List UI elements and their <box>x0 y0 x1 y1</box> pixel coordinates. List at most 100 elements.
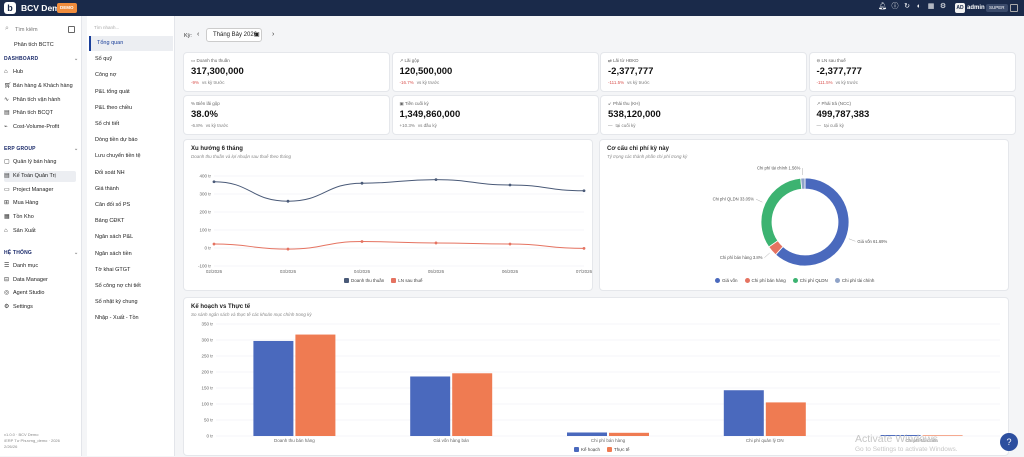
legend-item[interactable]: Doanh thu thuần <box>344 278 384 283</box>
kpi-label: ▭ Doanh thu thuần <box>191 58 230 64</box>
brand-logo-icon[interactable]: b <box>4 2 16 14</box>
kpi-change: —tại cuối kỳ <box>817 123 845 128</box>
sidebar-item-0-3[interactable]: ▤Phân tích BCQT <box>4 108 53 119</box>
legend-item[interactable]: Chi phí tài chính <box>835 278 875 283</box>
sidebar-section-title: DASHBOARD <box>4 56 38 62</box>
kpi-value: 499,787,383 <box>817 109 870 120</box>
bar[interactable] <box>609 433 649 436</box>
data-point <box>287 248 290 251</box>
legend-item[interactable]: Kế hoạch <box>574 447 600 452</box>
kpi-label-text: Lãi gộp <box>405 58 420 63</box>
module-menu-item[interactable]: Sổ chi tiết <box>89 117 173 132</box>
module-menu-item[interactable]: Công nợ <box>89 68 173 83</box>
sidebar-item-2-0[interactable]: ☰Danh mục <box>4 261 38 272</box>
settings-icon[interactable]: ⚙ <box>939 3 947 11</box>
y-tick-label: 100 tr <box>201 402 213 407</box>
sidebar-item-1-3[interactable]: ⊞Mua Hàng <box>4 198 38 209</box>
donut-slice[interactable] <box>801 178 805 189</box>
sidebar-section-1[interactable]: ERP GROUP⌄ <box>4 144 36 154</box>
data-point <box>583 247 586 250</box>
donut-slice[interactable] <box>761 178 802 247</box>
module-menu-item[interactable]: Bảng CĐKT <box>89 214 173 229</box>
module-menu-item[interactable]: Đối soát NH <box>89 166 173 181</box>
refresh-icon[interactable]: ↻ <box>903 3 911 11</box>
avatar[interactable]: AD <box>955 3 965 13</box>
module-menu-item[interactable]: Tờ khai GTGT <box>89 263 173 278</box>
module-menu-item[interactable]: Lưu chuyển tiền tệ <box>89 149 173 164</box>
legend-item[interactable]: Thực tế <box>607 447 630 452</box>
next-period-icon[interactable]: › <box>272 31 274 38</box>
legend-item[interactable]: Giá vốn <box>715 278 738 283</box>
sidebar-item-0-4[interactable]: ⌁Cost-Volume-Profit <box>4 122 59 133</box>
sidebar-item-0-0[interactable]: ⌂Hub <box>4 67 23 78</box>
y-tick-label: 250 tr <box>201 354 213 359</box>
legend-item[interactable]: Chi phí QLDN <box>793 278 828 283</box>
module-menu-item[interactable]: Nhập - Xuất - Tồn <box>89 311 173 326</box>
calendar-icon[interactable]: ▣ <box>254 31 260 38</box>
y-tick-label: 0 tr <box>204 246 211 251</box>
grid-icon[interactable]: ▦ <box>927 3 935 11</box>
module-menu-item[interactable]: P&L tổng quát <box>89 85 173 100</box>
sidebar-section-0[interactable]: DASHBOARD⌄ <box>4 54 38 64</box>
x-tick-label: 06/2026 <box>502 269 519 274</box>
bar[interactable] <box>766 402 806 436</box>
module-menu-item[interactable]: Ngân sách P&L <box>89 230 173 245</box>
layout-icon[interactable] <box>68 26 75 33</box>
module-menu-item[interactable]: Ngân sách tiền <box>89 247 173 262</box>
kpi-change-note: tại cuối kỳ <box>616 123 636 128</box>
panel-toggle-icon[interactable] <box>1010 4 1018 12</box>
prev-period-icon[interactable]: ‹ <box>197 31 199 38</box>
kpi-value: 38.0% <box>191 109 218 120</box>
sidebar-search-input[interactable] <box>15 24 63 36</box>
module-menu-item[interactable]: Sổ công nợ chi tiết <box>89 279 173 294</box>
sidebar-item-pinned[interactable]: Phân tích BCTC <box>14 40 54 51</box>
sidebar-search[interactable]: ⌕ <box>4 24 76 36</box>
username[interactable]: admin <box>967 3 985 13</box>
sidebar-item-1-0[interactable]: ▢Quản lý bán hàng <box>4 157 56 168</box>
data-point <box>213 243 216 246</box>
bar[interactable] <box>567 432 607 436</box>
help-button[interactable]: ? <box>1000 433 1018 451</box>
module-menu-item[interactable]: Dòng tiền dự báo <box>89 133 173 148</box>
bell-icon[interactable]: 🔔︎ <box>878 3 886 11</box>
legend-label: Kế hoạch <box>581 447 600 452</box>
legend-item[interactable]: LN sau thuế <box>391 278 422 283</box>
module-menu-item[interactable]: Sổ nhật ký chung <box>89 295 173 310</box>
sidebar-item-0-2[interactable]: ∿Phân tích vận hành <box>4 95 60 106</box>
sidebar-section-title: HỆ THỐNG <box>4 250 32 256</box>
module-menu-item[interactable]: Tổng quan <box>89 36 173 51</box>
legend-swatch <box>344 278 349 283</box>
sidebar-item-1-2[interactable]: ▭Project Manager <box>4 185 53 196</box>
sidebar-item-2-2[interactable]: ◎Agent Studio <box>4 288 45 299</box>
sidebar-item-2-1[interactable]: ⊟Data Manager <box>4 275 48 286</box>
module-menu-item[interactable]: Giá thành <box>89 182 173 197</box>
info-icon[interactable]: ⓘ <box>891 3 899 11</box>
sidebar-item-label: Project Manager <box>13 187 53 193</box>
legend-item[interactable]: Chi phí bán hàng <box>745 278 786 283</box>
sidebar-section-2[interactable]: HỆ THỐNG⌄ <box>4 248 32 258</box>
legend-swatch <box>391 278 396 283</box>
kpi-label: ↙ Phải thu (KH) <box>608 101 640 107</box>
kpi-change-value: -9% <box>191 80 199 85</box>
module-menu-item[interactable]: Cân đối số PS <box>89 198 173 213</box>
bar[interactable] <box>410 376 450 436</box>
module-menu-item[interactable]: P&L theo chiều <box>89 101 173 116</box>
quick-search-input[interactable]: Tìm nhanh... <box>94 22 169 33</box>
bar[interactable] <box>253 341 293 436</box>
module-menu-item[interactable]: Sổ quỹ <box>89 52 173 67</box>
sidebar-item-label: Agent Studio <box>13 290 45 296</box>
sidebar-item-1-4[interactable]: ▦Tồn Kho <box>4 212 34 223</box>
sidebar-item-1-1[interactable]: ▤Kế Toán Quản Trị <box>4 171 76 182</box>
sidebar-item-0-1[interactable]: 🛒︎Bán hàng & Khách hàng <box>4 81 73 92</box>
bar[interactable] <box>452 373 492 436</box>
sidebar-item-2-3[interactable]: ⚙Settings <box>4 302 33 313</box>
theme-icon[interactable]: ◐ <box>915 3 923 11</box>
kpi-label: % Biên lãi gộp <box>191 101 220 106</box>
bar[interactable] <box>724 390 764 436</box>
sidebar-item-1-5[interactable]: ⌂Sản Xuất <box>4 226 36 237</box>
kpi-change-value: -111.5% <box>817 80 833 85</box>
x-tick-label: 05/2026 <box>428 269 445 274</box>
bar[interactable] <box>295 335 335 436</box>
home-icon: ⌂ <box>4 67 13 78</box>
